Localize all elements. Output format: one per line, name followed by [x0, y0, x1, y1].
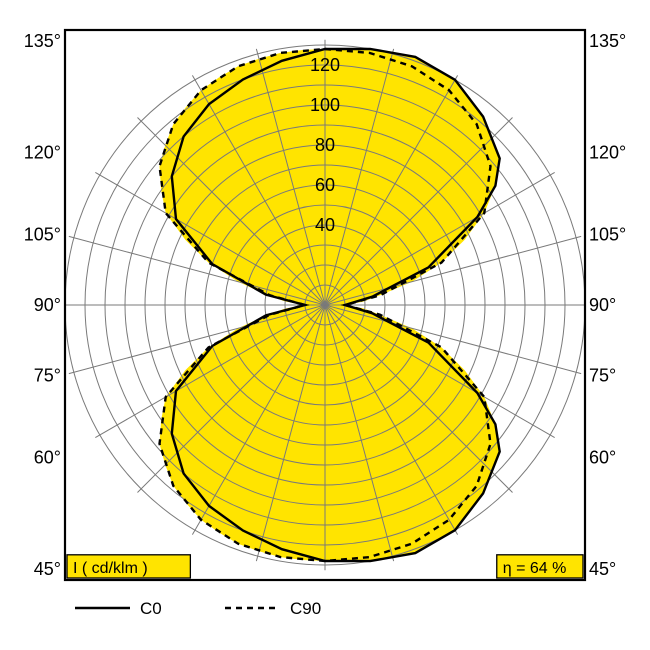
angle-label: 135°: [589, 31, 626, 51]
radial-scale-label: 80: [315, 135, 335, 155]
angle-label: 120°: [24, 143, 61, 163]
angle-label: 105°: [589, 224, 626, 244]
angle-label: 90°: [589, 295, 616, 315]
angle-label: 135°: [24, 31, 61, 51]
legend-label: C90: [290, 599, 321, 618]
corner-label-left: I ( cd/klm ): [73, 560, 148, 577]
angle-label: 105°: [24, 224, 61, 244]
angle-label: 90°: [34, 295, 61, 315]
angle-label: 45°: [34, 559, 61, 579]
chart-wrapper: 40 60 80 100 120 45° 60° 75° 90° 105° 120° 135° 45° 6…: [0, 0, 650, 650]
radial-scale-label: 120: [310, 55, 340, 75]
angle-label: 120°: [589, 143, 626, 163]
legend-label: C0: [140, 599, 162, 618]
angle-label: 60°: [34, 447, 61, 467]
corner-label-right: η = 64 %: [503, 560, 567, 577]
radial-scale-label: 40: [315, 215, 335, 235]
radial-scale-label: 60: [315, 175, 335, 195]
angle-label: 75°: [34, 366, 61, 386]
angle-label: 75°: [589, 366, 616, 386]
angle-label: 60°: [589, 447, 616, 467]
angle-label: 45°: [589, 559, 616, 579]
radial-scale-label: 100: [310, 95, 340, 115]
polar-chart: 40 60 80 100 120 45° 60° 75° 90° 105° 120° 135° 45° 6…: [0, 0, 650, 650]
